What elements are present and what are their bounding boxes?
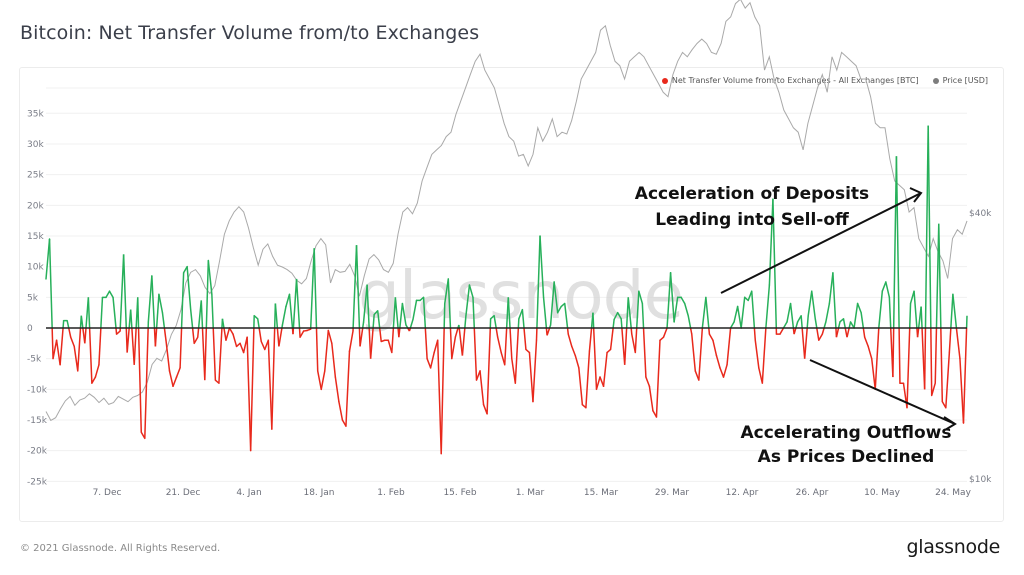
y-tick-label: 0 [27, 324, 33, 334]
net-transfer-line [45, 125, 968, 455]
y-tick-label: -10k [27, 385, 48, 395]
watermark: glassnode [358, 257, 683, 334]
annotation-outflows-line1: Accelerating Outflows [741, 423, 952, 443]
x-tick-label: 15. Mar [584, 488, 618, 498]
x-tick-label: 7. Dec [93, 488, 122, 498]
x-tick-label: 29. Mar [655, 488, 689, 498]
x-tick-label: 24. May [935, 488, 971, 498]
y-tick-label: 5k [27, 293, 39, 303]
x-tick-label: 21. Dec [166, 488, 201, 498]
annotation-outflows-line2: As Prices Declined [758, 447, 935, 467]
x-tick-label: 12. Apr [726, 488, 759, 498]
legend-dot-gray-icon [932, 77, 939, 84]
x-tick-label: 1. Feb [377, 488, 405, 498]
annotation-deposits-arrow [720, 192, 922, 294]
y-tick-label: 10k [27, 263, 44, 273]
annotation-deposits-line1: Acceleration of Deposits [635, 184, 869, 204]
x-axis-ticks: 7. Dec 21. Dec 4. Jan 18. Jan 1. Feb 15. Feb 1… [93, 488, 972, 498]
arrow-head-icon [909, 187, 923, 203]
y2-tick-label: $40k [969, 209, 992, 219]
y2-tick-label: $10k [969, 475, 992, 485]
y-tick-label: -25k [27, 477, 48, 487]
y-tick-label: 25k [27, 171, 44, 181]
y-tick-label: 20k [27, 201, 44, 211]
x-tick-label: 15. Feb [443, 488, 476, 498]
annotation-deposits-line2: Leading into Sell-off [655, 210, 849, 230]
annotation-outflows-arrow [809, 359, 956, 425]
grid-lines [46, 87, 967, 482]
arrow-head-icon [943, 416, 957, 431]
annotation-deposits: Acceleration of Deposits Leading into Se… [635, 184, 923, 294]
x-tick-label: 18. Jan [303, 488, 334, 498]
y-tick-label: 15k [27, 232, 44, 242]
glassnode-logo[interactable]: glassnode [906, 536, 1001, 558]
x-tick-label: 10. May [864, 488, 900, 498]
y-axis-ticks: 35k 30k 25k 20k 15k 10k 5k 0 -5k -10k -15k -20k -25k [27, 109, 48, 487]
legend-label: Net Transfer Volume from/to Exchanges - … [671, 76, 919, 85]
price-line [45, 0, 968, 422]
x-tick-label: 26. Apr [796, 488, 829, 498]
y-tick-label: -5k [27, 355, 42, 365]
y-tick-label: 35k [27, 109, 44, 119]
annotation-outflows: Accelerating Outflows As Prices Declined [741, 359, 957, 467]
page-title: Bitcoin: Net Transfer Volume from/to Exc… [20, 22, 480, 44]
legend-label: Price [USD] [942, 76, 988, 85]
x-tick-label: 1. Mar [516, 488, 545, 498]
footer-copyright: © 2021 Glassnode. All Rights Reserved. [20, 543, 221, 554]
y-tick-label: -15k [27, 416, 48, 426]
y-tick-label: 30k [27, 140, 44, 150]
legend-item-net-transfer[interactable]: Net Transfer Volume from/to Exchanges - … [661, 76, 919, 85]
chart-legend: Net Transfer Volume from/to Exchanges - … [661, 76, 988, 85]
y2-axis-ticks: $40k $10k [969, 209, 992, 485]
x-tick-label: 4. Jan [236, 488, 261, 498]
legend-item-price[interactable]: Price [USD] [932, 76, 988, 85]
y-tick-label: -20k [27, 447, 48, 457]
legend-dot-red-icon [661, 77, 668, 84]
